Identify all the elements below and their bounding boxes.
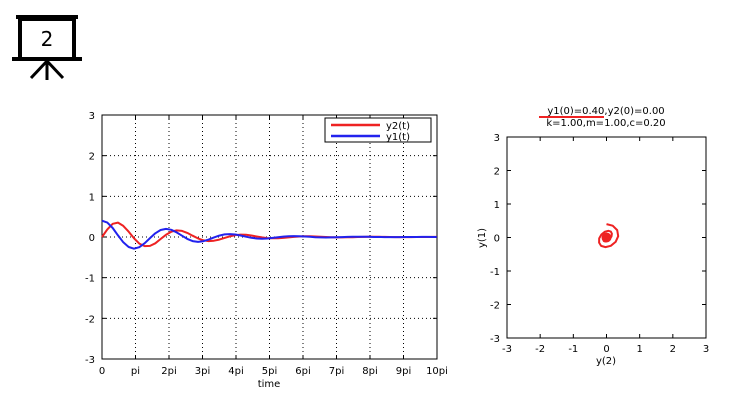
projector-screen-icon: [12, 15, 82, 80]
y-tick-label: 1: [89, 192, 95, 203]
y-tick-label: 1: [494, 200, 500, 211]
x-tick-label: pi: [131, 366, 140, 377]
grid-lines: [102, 115, 437, 359]
legend: y2(t) y1(t): [324, 117, 432, 143]
y-tick-label: -3: [85, 355, 95, 366]
legend-box: [324, 117, 432, 143]
x-tick-label: 4pi: [228, 366, 244, 377]
y-tick-label: -2: [85, 314, 95, 325]
y-tick-label: 0: [494, 234, 500, 245]
x-tick-labels: 0 pi 2pi 3pi 4pi 5pi 6pi 7pi 8pi 9pi 10pi: [99, 115, 448, 377]
y-axis-label: y(1): [477, 228, 488, 248]
y-tick-labels: -3 -2 -1 0 1 2 3: [490, 133, 706, 345]
x-tick-label: 6pi: [295, 366, 311, 377]
legend-label-y1: y1(t): [386, 132, 410, 143]
y-tick-label: -2: [490, 301, 500, 312]
x-tick-label: 0: [99, 366, 105, 377]
y-tick-label: 2: [89, 152, 95, 163]
x-tick-label: 1: [636, 344, 642, 355]
slide-number-badge[interactable]: 2: [12, 15, 82, 80]
y-tick-label: 3: [494, 133, 500, 144]
x-tick-label: -3: [502, 344, 512, 355]
x-tick-label: 10pi: [426, 366, 448, 377]
slide-number: 2: [41, 27, 54, 51]
current-state-marker: [601, 232, 612, 243]
x-tick-label: 9pi: [396, 366, 412, 377]
y-tick-label: 3: [89, 111, 95, 122]
x-axis-label: y(2): [596, 356, 616, 367]
y-tick-label: -3: [490, 334, 500, 345]
phase-plot-subtitle: k=1.00,m=1.00,c=0.20: [546, 118, 665, 129]
y-tick-label: -1: [85, 274, 95, 285]
x-tick-label: -1: [568, 344, 578, 355]
x-axis-label: time: [258, 379, 281, 390]
y-tick-label: 0: [89, 233, 95, 244]
x-tick-label: 7pi: [329, 366, 345, 377]
time-series-chart: 0 pi 2pi 3pi 4pi 5pi 6pi 7pi 8pi 9pi 10pi -3 -2 -1 0 1…: [85, 111, 448, 390]
y-tick-label: 2: [494, 167, 500, 178]
x-tick-label: 2pi: [161, 366, 177, 377]
x-tick-label: 5pi: [262, 366, 278, 377]
x-tick-label: 3: [703, 344, 709, 355]
series-lines: [101, 219, 437, 250]
x-tick-label: -2: [535, 344, 545, 355]
x-tick-label: 0: [603, 344, 609, 355]
series-line-y2t: [101, 221, 437, 248]
phase-plot-title: y1(0)=0.40,y2(0)=0.00: [547, 106, 664, 117]
series-line-y1t: [101, 219, 437, 250]
phase-plot-chart: y1(0)=0.40,y2(0)=0.00 k=1.00,m=1.00,c=0.…: [477, 106, 709, 367]
legend-label-y2: y2(t): [386, 121, 410, 132]
x-tick-labels: -3 -2 -1 0 1 2 3: [502, 137, 709, 355]
y-tick-label: -1: [490, 267, 500, 278]
y-tick-labels: -3 -2 -1 0 1 2 3: [85, 111, 437, 366]
x-tick-label: 8pi: [362, 366, 378, 377]
x-tick-label: 3pi: [195, 366, 211, 377]
x-tick-label: 2: [670, 344, 676, 355]
